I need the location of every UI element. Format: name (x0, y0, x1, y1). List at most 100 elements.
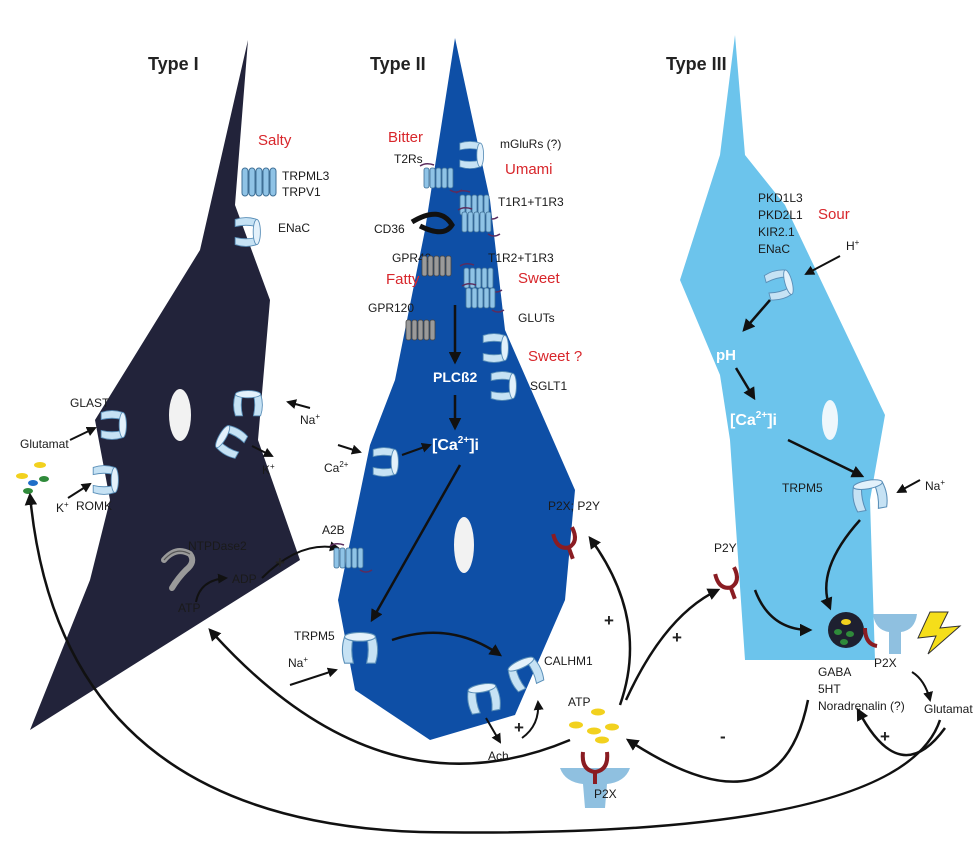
na-arrow-type3 (896, 479, 921, 493)
type1-title: Type I (148, 54, 199, 74)
h-plus-arrow (804, 255, 841, 275)
trpm5-vesicle-arrow (820, 519, 861, 611)
glutamat-arrow (69, 426, 97, 441)
type2-title: Type II (370, 54, 426, 74)
noradrenalin-label: Noradrenalin (?) (818, 699, 905, 713)
glutamat-feedback-arrow (856, 707, 947, 757)
p2x-glutamat-arrow (911, 671, 933, 702)
na-plus-type2: Na+ (288, 655, 308, 670)
sweet-label: Sweet (518, 270, 561, 287)
ntpdase2-label: NTPDase2 (188, 539, 247, 553)
atp-p2x-p2y-arrow (588, 535, 632, 706)
ca-in-arrow (337, 444, 362, 455)
pkd2l1-label: PKD2L1 (758, 208, 803, 222)
t1r1-label: T1R1+T1R3 (498, 195, 564, 209)
gaba-label: GABA (818, 665, 851, 679)
enac-type3-label: ENaC (758, 242, 790, 256)
romk-channel-icon (92, 465, 119, 495)
na-arrow-type2 (289, 667, 338, 686)
type2-cell (338, 38, 575, 740)
plus-atp-p2y: + (604, 611, 614, 630)
type2-nucleus (454, 517, 474, 573)
atp-adp-arrow (195, 573, 228, 603)
sweet-q-label: Sweet ? (528, 348, 582, 365)
plus-glutamat: + (880, 727, 890, 746)
sour-ph-arrow (742, 299, 771, 332)
gpr120-label: GPR120 (368, 301, 414, 315)
salty-label: Salty (258, 132, 292, 149)
plus-adp-a2b: + (275, 553, 285, 572)
p2x-label-type3: P2X (874, 656, 897, 670)
gpr40-receptor-icon (421, 255, 452, 277)
na-plus-type3: Na+ (925, 478, 945, 493)
k-plus-type1: K+ (262, 462, 275, 477)
5ht-label: 5HT (818, 682, 841, 696)
sglt1-label: SGLT1 (530, 379, 567, 393)
ph-ca-arrow (734, 367, 756, 401)
romk-label: ROMK (76, 499, 112, 513)
type3-atp-inhibition-arrow (625, 699, 810, 783)
mglurs-label: mGluRs (?) (500, 137, 561, 151)
kir21-label: KIR2.1 (758, 225, 795, 239)
ach-feedback-arrow (521, 700, 544, 739)
p2y-vesicle-arrow (753, 589, 813, 637)
trpm5-label-type3: TRPM5 (782, 481, 823, 495)
adp-a2b-arrow (261, 541, 340, 579)
ca-internal-type3: [Ca2+]i (730, 410, 777, 429)
type3-nucleus (822, 400, 838, 440)
minus-sign: - (720, 727, 726, 746)
t2rs-label: T2Rs (394, 152, 423, 166)
plc-label: PLCß2 (433, 369, 478, 385)
ph-label: pH (716, 347, 736, 364)
p2x-bottom-receptor-icon (560, 751, 630, 808)
p2x-p2y-label: P2X; P2Y (548, 499, 600, 513)
ca-trpm5-arrow (370, 464, 462, 623)
ca-internal-type2: [Ca2+]i (432, 435, 479, 454)
p2x-receptor-type3-icon (863, 614, 917, 654)
ca-trpm5-type3-arrow (787, 438, 865, 478)
bitter-label: Bitter (388, 129, 423, 146)
sour-label: Sour (818, 206, 850, 223)
gpr120-receptor-icon (405, 319, 436, 341)
ca-external-label: Ca2+ (324, 460, 349, 475)
t1r2-label: T1R2+T1R3 (488, 251, 554, 265)
atp-type3-p2y-arrow (624, 588, 721, 701)
atp-vesicles-icon (569, 708, 619, 744)
ca-channel-arrow (401, 442, 432, 456)
a2b-label: A2B (322, 523, 345, 537)
atp-type1-arrow (208, 628, 571, 765)
p2y-label: P2Y (714, 541, 737, 555)
large-loop-arrow (24, 492, 942, 834)
cd36-icon (410, 211, 455, 235)
trpml3-label: TRPML3 (282, 169, 330, 183)
k-arrow-type1 (251, 445, 274, 457)
glutamat-label-right: Glutamat (924, 702, 973, 716)
na-arrow-type1 (286, 399, 311, 409)
pkd1l3-label: PKD1L3 (758, 191, 803, 205)
gluts-label: GLUTs (518, 311, 555, 325)
k-arrow-left (67, 482, 92, 499)
trpm5-label-type2: TRPM5 (294, 629, 335, 643)
ntpdase2-icon (161, 548, 196, 591)
umami-label: Umami (505, 161, 553, 178)
lightning-icon (917, 611, 962, 655)
glast-label: GLAST (70, 396, 110, 410)
atp-label-type2: ATP (568, 695, 590, 709)
type3-cell (680, 35, 885, 660)
adp-label: ADP (232, 572, 257, 586)
plus-ach: + (514, 718, 524, 737)
trpm5-calhm1-arrow (391, 631, 503, 657)
synaptic-vesicle-icon (828, 612, 864, 648)
type1-nucleus (169, 389, 191, 441)
type3-title: Type III (666, 54, 727, 74)
trpv1-label: TRPV1 (282, 185, 321, 199)
vesicles-left-icon (16, 462, 49, 494)
ach-arrow (485, 717, 502, 744)
trpml3-channel-icon (241, 167, 277, 197)
calhm1-label: CALHM1 (544, 654, 593, 668)
p2x-bottom-label: P2X (594, 787, 617, 801)
enac-label: ENaC (278, 221, 310, 235)
type1-cell (30, 40, 300, 730)
fatty-label: Fatty (386, 271, 420, 288)
